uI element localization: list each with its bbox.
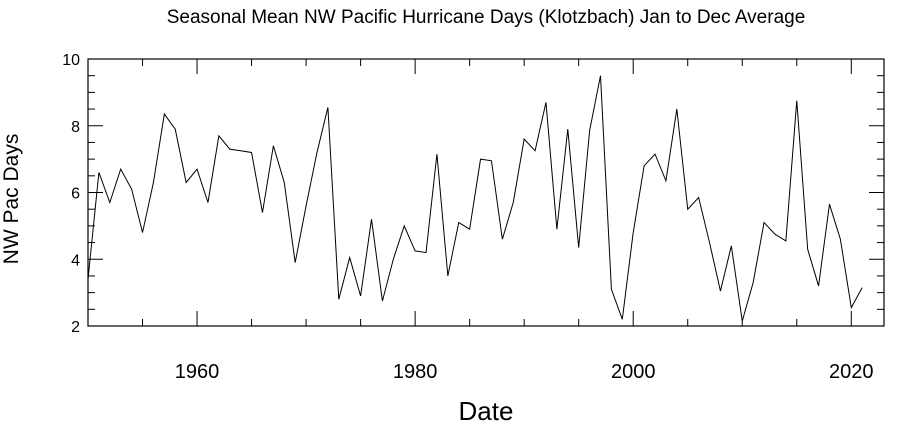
- x-axis-title: Date: [459, 396, 514, 424]
- y-tick-label: 10: [62, 52, 80, 69]
- y-tick-label: 2: [71, 319, 80, 336]
- x-tick-label: 2020: [829, 361, 874, 383]
- y-tick-label: 6: [71, 186, 80, 203]
- axis-ticks: [87, 58, 884, 327]
- x-tick-label: 2000: [611, 361, 656, 383]
- plot-frame: [87, 58, 885, 327]
- chart-title: Seasonal Mean NW Pacific Hurricane Days …: [167, 7, 806, 28]
- y-tick-labels: 2 4 6 8 10: [62, 52, 80, 336]
- x-tick-label: 1960: [175, 361, 220, 383]
- x-tick-label: 1980: [393, 361, 438, 383]
- y-tick-label: 8: [71, 119, 80, 136]
- series-line: [87, 75, 863, 322]
- x-tick-labels: 1960 1980 2000 2020: [175, 361, 874, 383]
- y-tick-label: 4: [71, 252, 80, 269]
- y-axis-title: NW Pac Days: [0, 134, 23, 265]
